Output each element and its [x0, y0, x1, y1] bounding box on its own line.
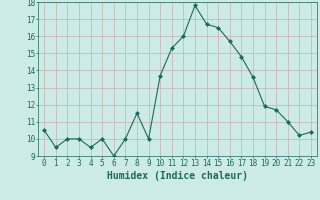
X-axis label: Humidex (Indice chaleur): Humidex (Indice chaleur) [107, 171, 248, 181]
